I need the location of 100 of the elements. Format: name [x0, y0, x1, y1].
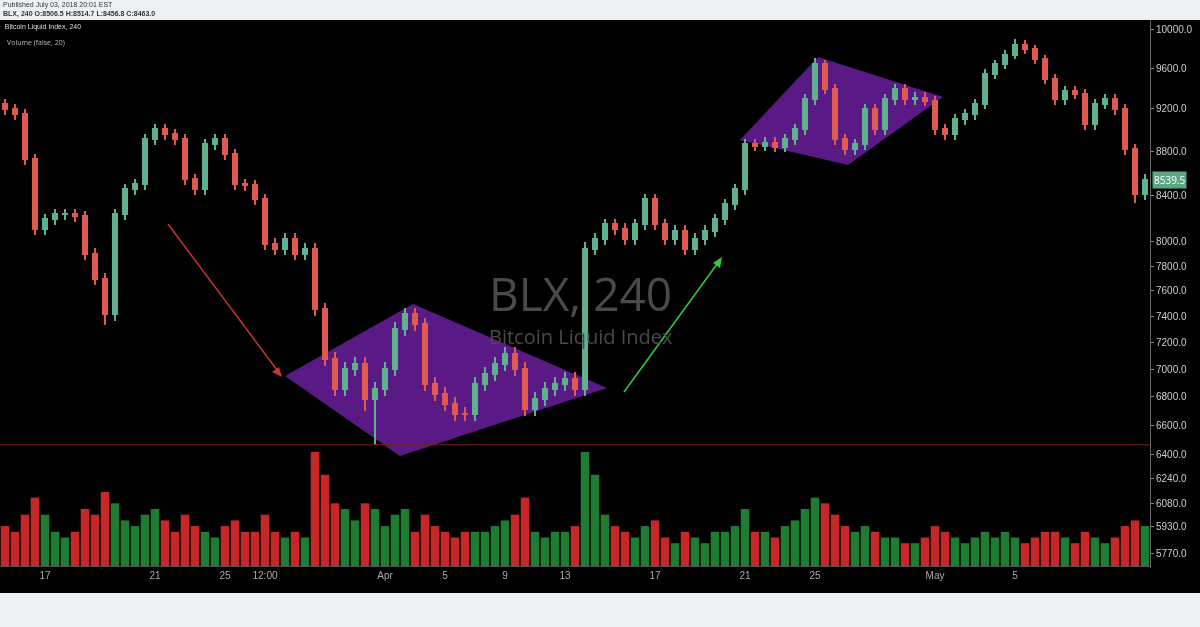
y-tick-label: 10000.0: [1156, 23, 1193, 35]
bar: [830, 514, 840, 566]
candlestick: [421, 316, 429, 392]
candlestick: [671, 224, 679, 247]
x-tick-label: 5: [442, 570, 449, 581]
candlestick: [991, 58, 999, 81]
candlestick: [621, 222, 629, 247]
annotation: 8539.5: [1154, 173, 1186, 187]
candlestick: [1041, 53, 1049, 86]
candlestick: [481, 366, 489, 392]
bar: [730, 526, 740, 566]
bar: [870, 531, 880, 566]
y-tick-label: 6800.0: [1156, 391, 1188, 403]
bar: [920, 537, 930, 566]
bar: [1080, 531, 1090, 566]
bar: [680, 531, 690, 566]
bar: [970, 537, 980, 566]
candlestick: [281, 232, 289, 257]
candlestick: [811, 57, 819, 106]
candlestick: [921, 91, 929, 107]
bar: [910, 543, 920, 566]
bar: [20, 514, 30, 566]
candlestick: [751, 138, 759, 153]
candlestick: [1071, 85, 1079, 101]
y-tick-label: 5930.0: [1156, 521, 1188, 533]
candlestick: [501, 346, 509, 372]
y-tick-label: 6240.0: [1156, 472, 1188, 484]
candlestick: [801, 93, 809, 136]
bar: [100, 491, 110, 566]
candlestick: [901, 83, 909, 106]
y-tick-label: 8800.0: [1156, 145, 1188, 157]
candlestick: [1141, 173, 1149, 202]
bar: [290, 531, 300, 566]
candlestick: [171, 128, 179, 146]
y-tick-label: 7600.0: [1156, 285, 1188, 297]
candlestick: [651, 192, 659, 232]
bar: [500, 520, 510, 566]
candlestick: [701, 224, 709, 247]
bar: [770, 537, 780, 566]
bar: [890, 537, 900, 566]
y-tick-label: 8400.0: [1156, 189, 1188, 201]
candlestick: [401, 306, 409, 337]
bar: [1030, 537, 1040, 566]
bar: [1130, 520, 1140, 566]
candlestick: [1011, 38, 1019, 61]
bar: [610, 526, 620, 566]
bar: [710, 531, 720, 566]
bar: [230, 520, 240, 566]
bar: [0, 526, 10, 566]
y-tick-label: 7800.0: [1156, 260, 1188, 272]
bar: [190, 526, 200, 566]
bar: [250, 531, 260, 566]
candlestick: [711, 212, 719, 239]
bar: [860, 526, 870, 566]
bar: [630, 537, 640, 566]
bar: [320, 474, 330, 566]
bar: [1040, 531, 1050, 566]
candlestick: [641, 192, 649, 232]
bar: [420, 514, 430, 566]
bar: [430, 526, 440, 566]
bar: [1120, 526, 1130, 566]
candlestick: [731, 182, 739, 212]
bar: [460, 531, 470, 566]
candlestick: [611, 217, 619, 237]
bar: [10, 531, 20, 566]
bar: [1070, 543, 1080, 566]
bar: [690, 537, 700, 566]
x-tick-label: 25: [219, 570, 231, 581]
candlestick: [881, 93, 889, 136]
x-tick-label: 21: [149, 570, 161, 581]
bar: [930, 526, 940, 566]
candlestick: [1031, 43, 1039, 66]
bar: [720, 531, 730, 566]
annotation: BLX, 240: [489, 262, 673, 324]
candlestick: [891, 83, 899, 106]
candlestick: [551, 375, 559, 397]
bar: [30, 497, 40, 566]
bar: [410, 531, 420, 566]
bar: [440, 531, 450, 566]
candlestick: [541, 380, 549, 407]
candlestick: [1111, 93, 1119, 116]
candlestick: [1061, 85, 1069, 106]
bar: [650, 520, 660, 566]
bar: [960, 543, 970, 566]
candlestick: [131, 177, 139, 197]
candlestick: [121, 182, 129, 222]
candlestick: [321, 301, 329, 367]
candlestick: [341, 361, 349, 397]
candlestick: [781, 133, 789, 154]
bar: [540, 537, 550, 566]
bar: [660, 537, 670, 566]
candlestick: [151, 123, 159, 146]
bar: [940, 531, 950, 566]
candlestick: [91, 247, 99, 287]
bar: [980, 531, 990, 566]
candlestick: [381, 361, 389, 397]
x-tick-label: 9: [502, 570, 509, 581]
bar: [590, 474, 600, 566]
bar: [270, 531, 280, 566]
y-tick-label: 6080.0: [1156, 497, 1188, 509]
